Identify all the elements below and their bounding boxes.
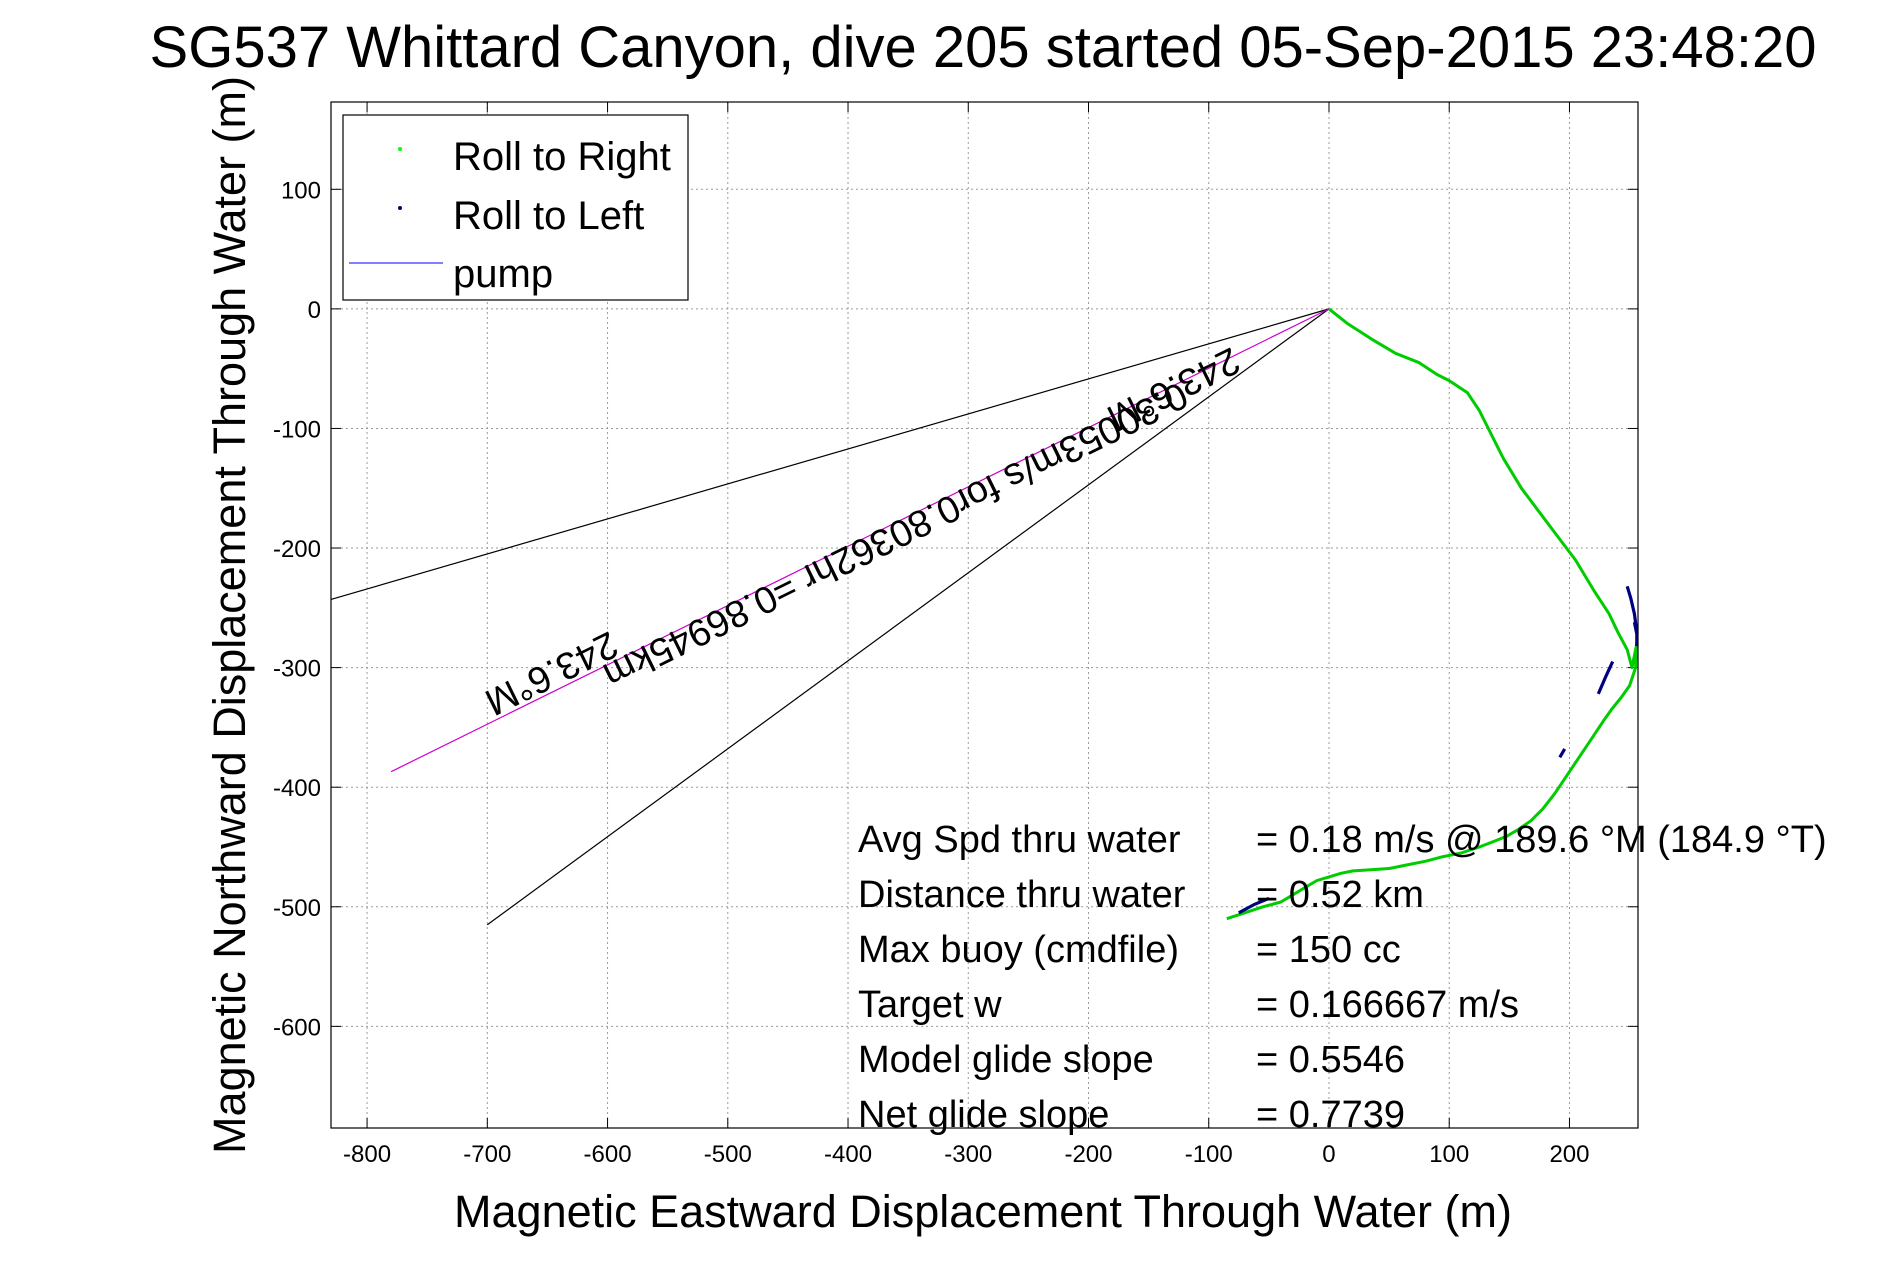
x-tick-label: -500 [704, 1141, 752, 1168]
y-tick-label: -500 [273, 895, 321, 922]
y-tick-label: -600 [273, 1014, 321, 1041]
y-axis-label: Magnetic Northward Displacement Through … [204, 76, 255, 1154]
y-tick-label: -100 [273, 416, 321, 443]
tick-labels: -800 -700 -600 -500 -400 -300 -200 -100 0 100 200 1… [273, 177, 1590, 1168]
stats-block: Avg Spd thru water = 0.18 m/s @ 189.6 °M … [858, 819, 1827, 1136]
legend: Roll to Right Roll to Left pump [342, 114, 689, 301]
stat-label: Distance thru water [858, 874, 1186, 916]
stat-label: Net glide slope [858, 1094, 1109, 1136]
x-axis-label: Magnetic Eastward Displacement Through W… [454, 1186, 1512, 1237]
data-series [1226, 307, 1639, 921]
stat-value: = 0.5546 [1256, 1039, 1405, 1081]
annotations: 0.30053m/s for0.80362hr =0.86945km243.6°… [478, 339, 1246, 723]
roll-left-segment [1238, 896, 1270, 915]
current-speed-label: 0.30053m/s for0.80362hr =0.86945km [597, 373, 1194, 696]
stat-value: = 0.166667 m/s [1256, 984, 1519, 1026]
x-tick-label: -800 [343, 1141, 391, 1168]
stat-label: Avg Spd thru water [858, 819, 1181, 861]
roll-left-segment [1596, 660, 1615, 695]
roll-right-track [1226, 307, 1639, 921]
x-tick-label: 200 [1549, 1141, 1589, 1168]
legend-label-pump: pump [453, 252, 553, 296]
x-tick-label: -200 [1064, 1141, 1112, 1168]
x-tick-label: -300 [944, 1141, 992, 1168]
stat-value: = 0.52 km [1256, 874, 1424, 916]
stat-label: Target w [858, 984, 1002, 1026]
x-tick-label: -600 [584, 1141, 632, 1168]
stat-value: = 0.7739 [1256, 1094, 1405, 1136]
y-tick-label: 0 [308, 297, 321, 324]
plot-frame [330, 101, 1639, 1129]
heading-label-far: 243.6°M [478, 623, 624, 723]
legend-marker-roll-left [398, 206, 402, 210]
legend-label-roll-right: Roll to Right [453, 135, 671, 179]
guide-lines [330, 308, 1330, 926]
current-vector-line [390, 308, 1330, 773]
y-tick-label: 100 [281, 177, 321, 204]
chart-title: SG537 Whittard Canyon, dive 205 started … [150, 15, 1817, 80]
legend-label-roll-left: Roll to Left [453, 194, 644, 238]
legend-marker-roll-right [398, 147, 402, 151]
stat-label: Max buoy (cmdfile) [858, 929, 1179, 971]
x-tick-label: 0 [1322, 1141, 1335, 1168]
cone-lower-line [486, 308, 1330, 926]
stat-value: = 150 cc [1256, 929, 1401, 971]
roll-left-segment [1632, 621, 1639, 647]
y-tick-label: -300 [273, 656, 321, 683]
x-tick-label: -700 [463, 1141, 511, 1168]
stat-label: Model glide slope [858, 1039, 1154, 1081]
stat-value: = 0.18 m/s @ 189.6 °M (184.9 °T) [1256, 819, 1827, 861]
y-tick-label: -200 [273, 536, 321, 563]
x-tick-label: -400 [824, 1141, 872, 1168]
cone-upper-line [330, 308, 1330, 601]
roll-left-segment [1558, 748, 1567, 759]
y-tick-label: -400 [273, 775, 321, 802]
x-tick-label: -100 [1185, 1141, 1233, 1168]
x-tick-label: 100 [1429, 1141, 1469, 1168]
